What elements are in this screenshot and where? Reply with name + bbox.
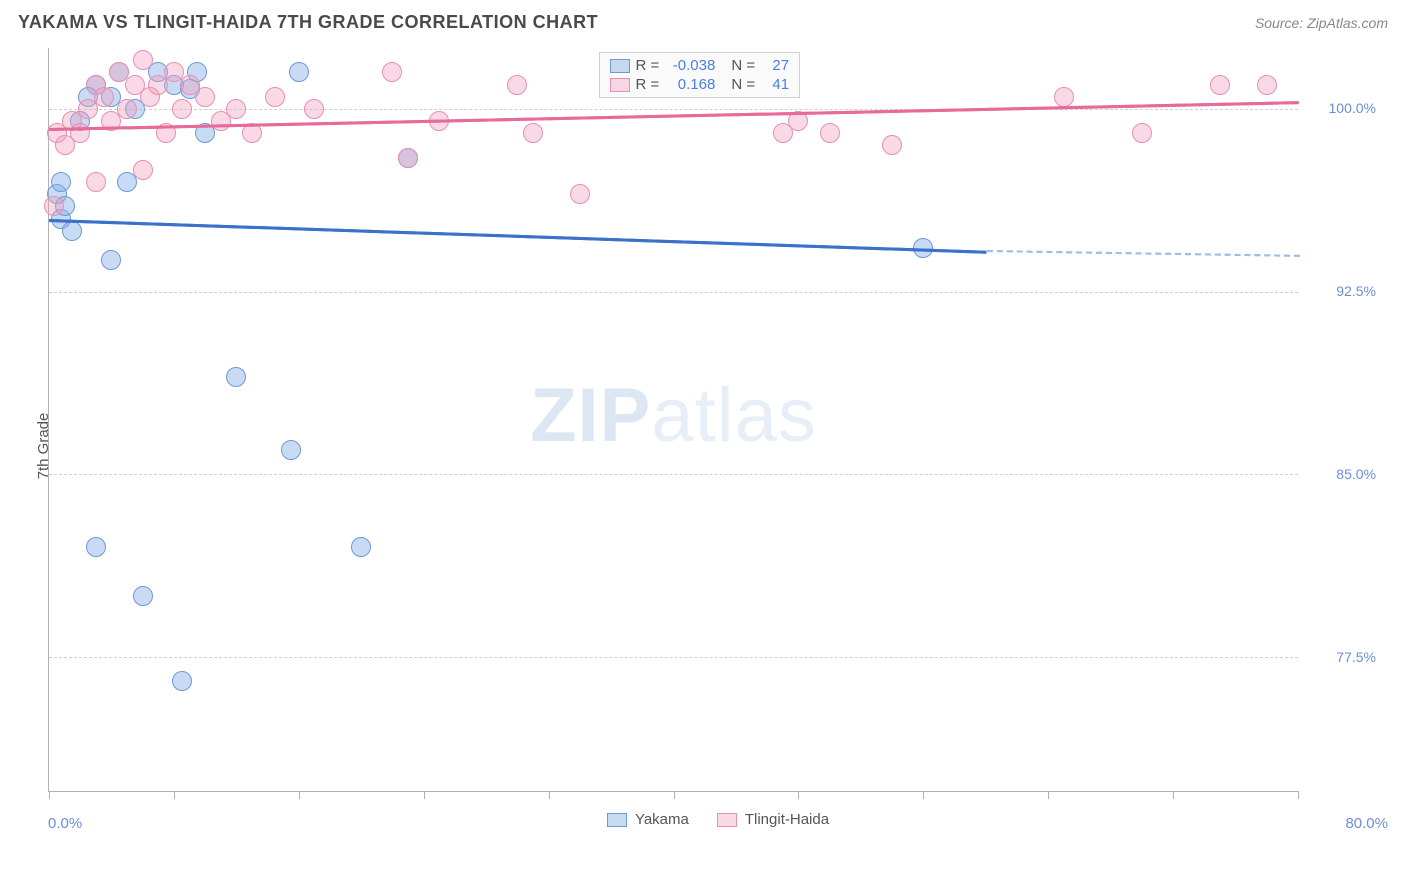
- data-point-yakama: [226, 367, 246, 387]
- legend-swatch: [607, 813, 627, 827]
- x-axis-tick: [674, 791, 675, 799]
- legend-stats-box: R = -0.038 N = 27 R = 0.168 N = 41: [599, 52, 801, 98]
- legend-r-value: 0.168: [665, 76, 715, 93]
- legend-n-label: N =: [731, 76, 755, 93]
- data-point-tlingit-haida: [86, 172, 106, 192]
- legend-stats-row: R = 0.168 N = 41: [610, 76, 790, 93]
- data-point-yakama: [51, 172, 71, 192]
- data-point-tlingit-haida: [265, 87, 285, 107]
- x-axis-tick: [798, 791, 799, 799]
- data-point-yakama: [351, 537, 371, 557]
- legend-n-value: 27: [761, 57, 789, 74]
- x-axis-tick: [174, 791, 175, 799]
- data-point-tlingit-haida: [304, 99, 324, 119]
- trend-line-extrapolated-yakama: [986, 250, 1299, 257]
- grid-line: [49, 292, 1298, 293]
- legend-r-label: R =: [636, 57, 660, 74]
- plot-area: ZIPatlas R = -0.038 N = 27 R = 0.168 N = 41: [48, 48, 1298, 792]
- data-point-tlingit-haida: [570, 184, 590, 204]
- legend-n-value: 41: [761, 76, 789, 93]
- y-axis-tick-label: 85.0%: [1336, 466, 1376, 482]
- grid-line: [49, 657, 1298, 658]
- data-point-yakama: [101, 250, 121, 270]
- y-axis-tick-label: 100.0%: [1329, 100, 1376, 116]
- data-point-yakama: [289, 62, 309, 82]
- legend-bottom: Yakama Tlingit-Haida: [48, 811, 1388, 828]
- data-point-tlingit-haida: [820, 123, 840, 143]
- legend-item: Yakama: [607, 811, 689, 828]
- x-axis-tick: [1298, 791, 1299, 799]
- legend-n-label: N =: [731, 57, 755, 74]
- y-axis-tick-label: 77.5%: [1336, 649, 1376, 665]
- x-axis-tick: [1173, 791, 1174, 799]
- chart-title: YAKAMA VS TLINGIT-HAIDA 7TH GRADE CORREL…: [18, 12, 598, 33]
- data-point-yakama: [281, 440, 301, 460]
- legend-swatch: [717, 813, 737, 827]
- data-point-tlingit-haida: [1257, 75, 1277, 95]
- legend-stats-row: R = -0.038 N = 27: [610, 57, 790, 74]
- legend-r-label: R =: [636, 76, 660, 93]
- data-point-yakama: [62, 221, 82, 241]
- x-axis-tick: [299, 791, 300, 799]
- source-attribution: Source: ZipAtlas.com: [1255, 15, 1388, 31]
- legend-label: Tlingit-Haida: [745, 811, 829, 828]
- data-point-tlingit-haida: [523, 123, 543, 143]
- legend-label: Yakama: [635, 811, 689, 828]
- x-axis-tick: [549, 791, 550, 799]
- data-point-tlingit-haida: [172, 99, 192, 119]
- data-point-tlingit-haida: [44, 196, 64, 216]
- data-point-tlingit-haida: [94, 87, 114, 107]
- data-point-tlingit-haida: [117, 99, 137, 119]
- y-axis-tick-label: 92.5%: [1336, 283, 1376, 299]
- data-point-yakama: [86, 537, 106, 557]
- data-point-tlingit-haida: [398, 148, 418, 168]
- legend-item: Tlingit-Haida: [717, 811, 829, 828]
- data-point-tlingit-haida: [382, 62, 402, 82]
- grid-line: [49, 474, 1298, 475]
- data-point-tlingit-haida: [1210, 75, 1230, 95]
- data-point-tlingit-haida: [226, 99, 246, 119]
- data-point-tlingit-haida: [507, 75, 527, 95]
- legend-swatch: [610, 59, 630, 73]
- x-axis-tick: [1048, 791, 1049, 799]
- data-point-tlingit-haida: [882, 135, 902, 155]
- data-point-tlingit-haida: [195, 87, 215, 107]
- data-point-tlingit-haida: [1054, 87, 1074, 107]
- legend-swatch: [610, 78, 630, 92]
- trend-line-yakama: [49, 219, 987, 253]
- legend-r-value: -0.038: [665, 57, 715, 74]
- data-point-tlingit-haida: [133, 160, 153, 180]
- data-point-tlingit-haida: [1132, 123, 1152, 143]
- watermark: ZIPatlas: [530, 372, 817, 459]
- x-axis-tick: [424, 791, 425, 799]
- data-point-yakama: [133, 586, 153, 606]
- x-axis-tick: [923, 791, 924, 799]
- data-point-yakama: [172, 671, 192, 691]
- x-axis-tick: [49, 791, 50, 799]
- data-point-tlingit-haida: [133, 50, 153, 70]
